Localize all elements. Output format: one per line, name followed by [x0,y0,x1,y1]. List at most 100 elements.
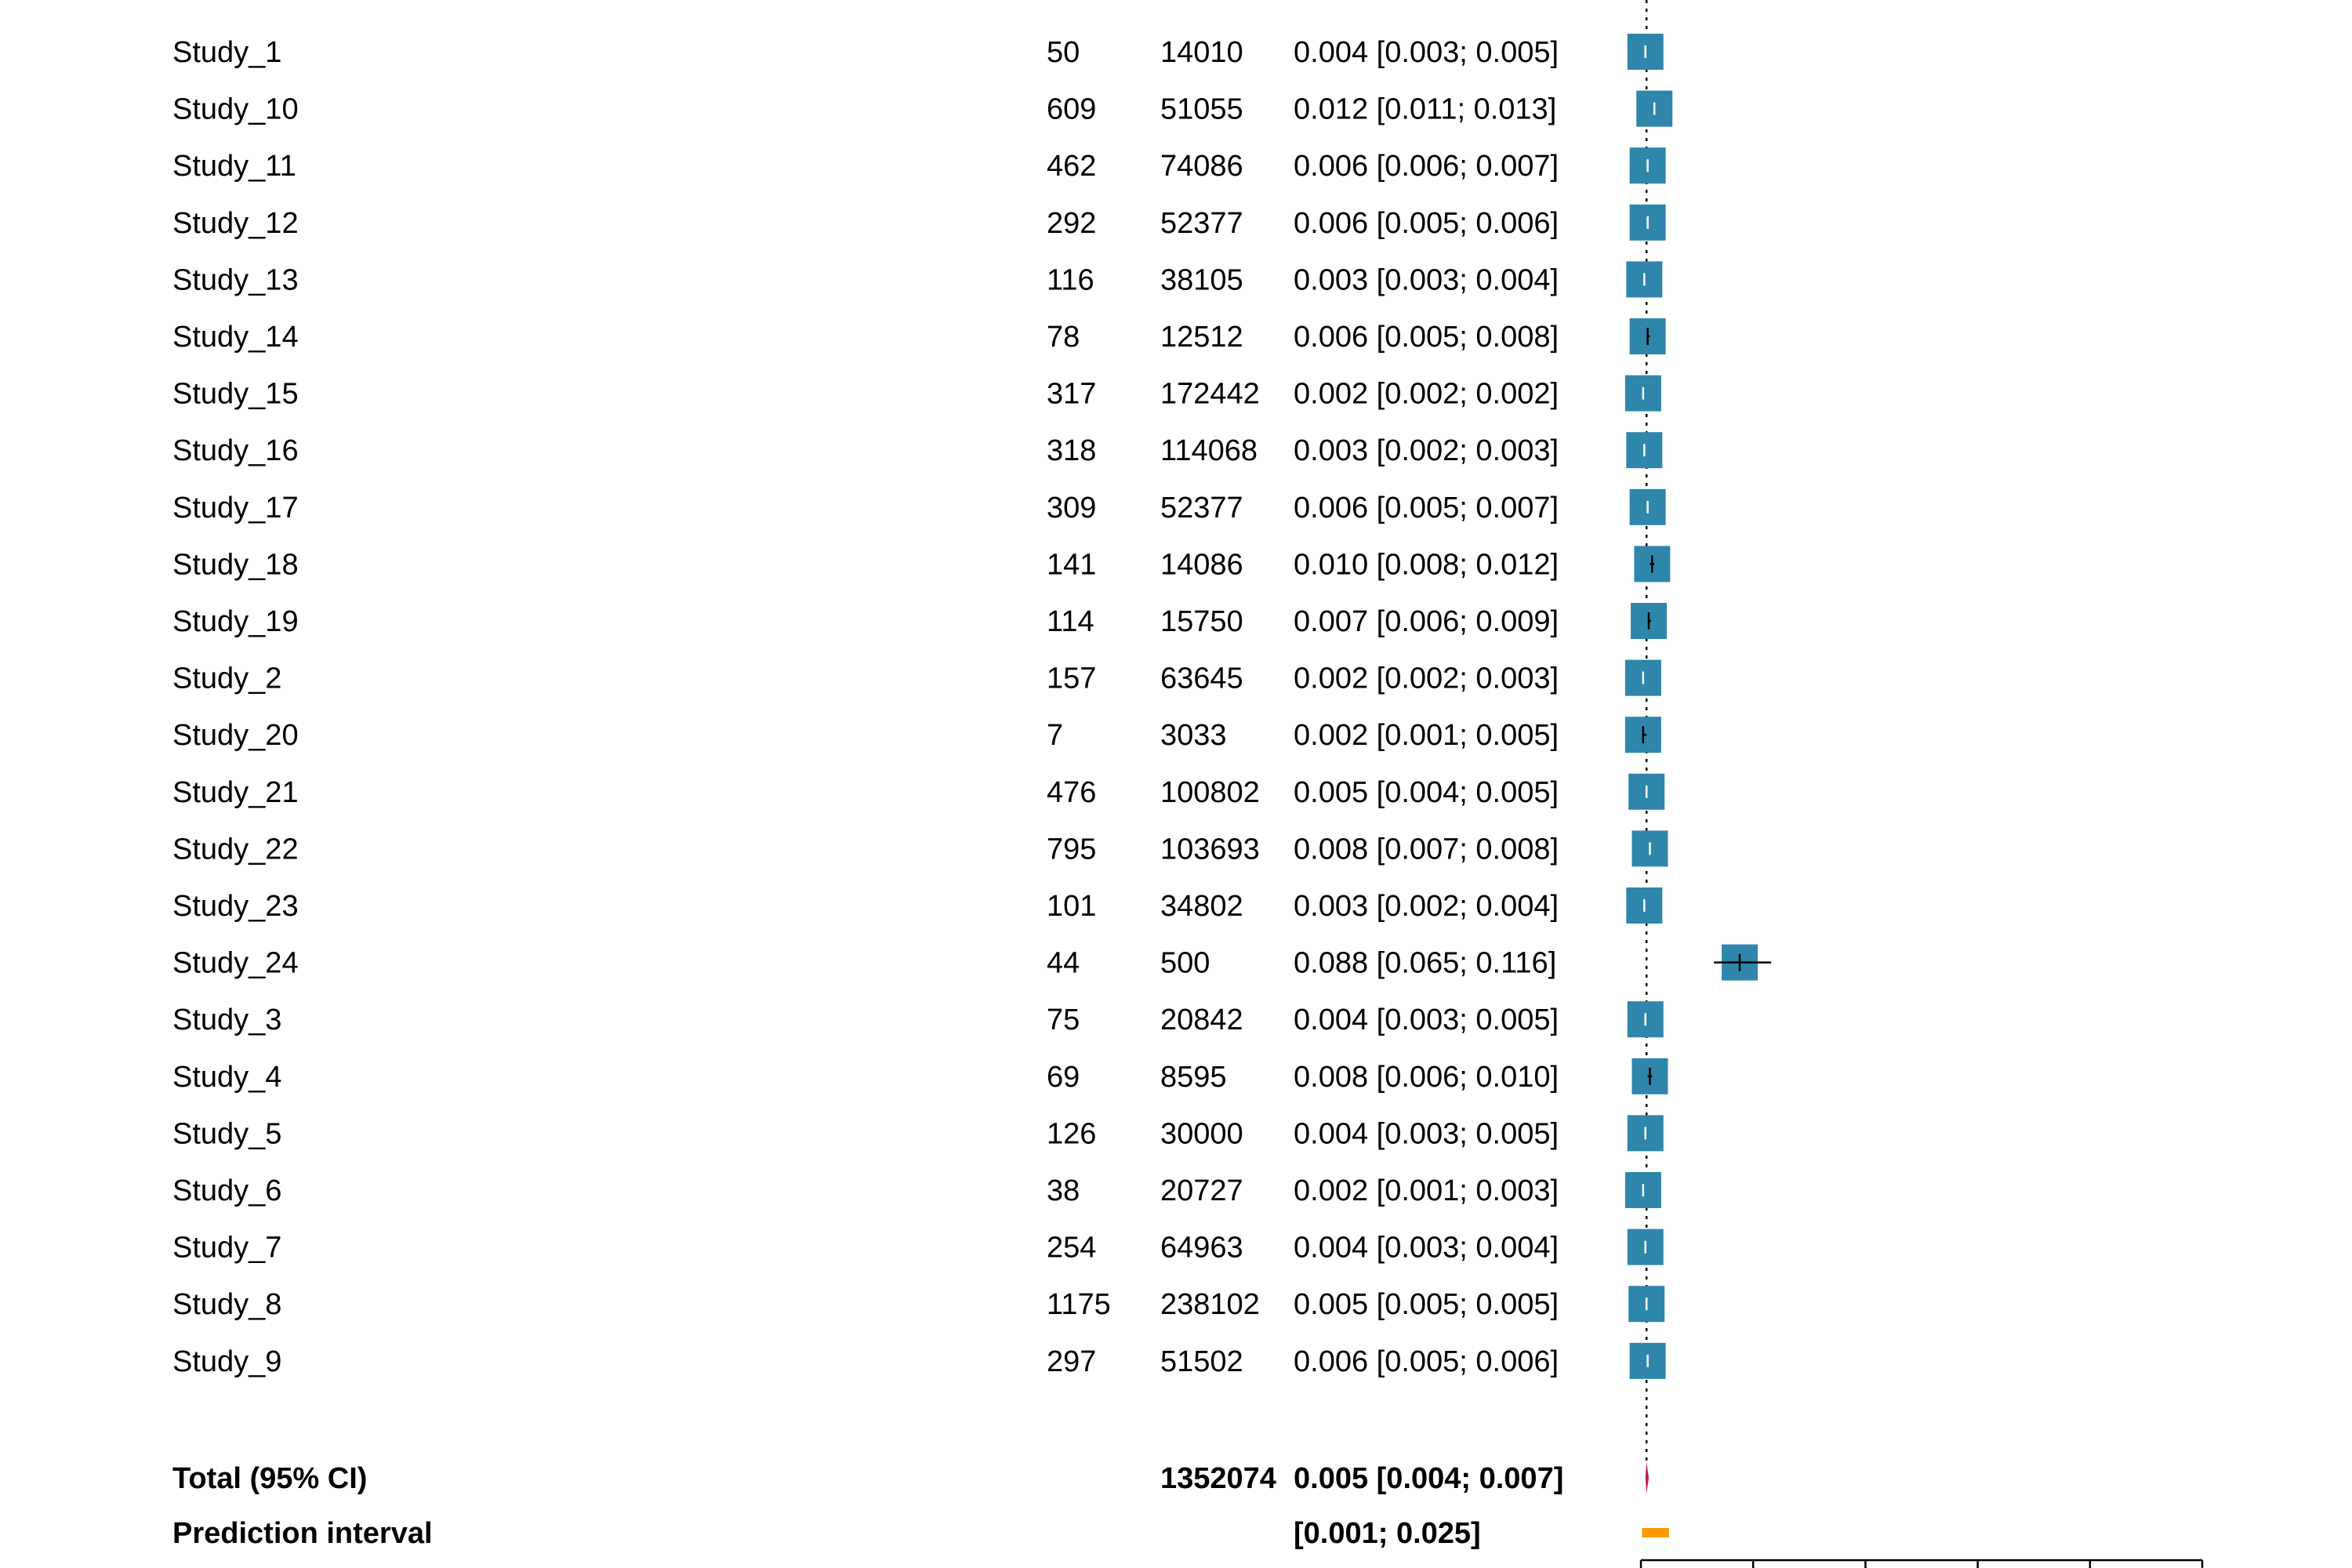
study-ci-text: 0.003 [0.002; 0.004] [1294,890,1559,923]
study-ci-text: 0.002 [0.002; 0.002] [1294,378,1559,411]
study-label: Study_2 [172,662,281,695]
study-total: 20842 [1160,1004,1243,1036]
total-label: Total (95% CI) [172,1462,367,1495]
study-total: 3033 [1160,719,1227,752]
study-events: 69 [1047,1061,1080,1094]
study-events: 254 [1047,1232,1096,1265]
prediction-interval-bar [1642,1528,1669,1537]
study-events: 157 [1047,662,1096,695]
study-total: 63645 [1160,662,1243,695]
study-events: 141 [1047,548,1096,581]
study-events: 318 [1047,434,1096,467]
study-total: 100802 [1160,776,1260,809]
study-events: 476 [1047,776,1096,809]
pooled-diamond [1645,1462,1650,1494]
study-label: Study_11 [172,150,296,183]
study-ci-text: 0.007 [0.006; 0.009] [1294,605,1559,638]
study-events: 116 [1047,263,1094,296]
study-total: 20727 [1160,1174,1243,1207]
study-ci-text: 0.004 [0.003; 0.004] [1294,1232,1559,1265]
study-label: Study_14 [172,321,299,354]
study-total: 30000 [1160,1117,1243,1150]
study-ci-text: 0.004 [0.003; 0.005] [1294,36,1559,69]
study-label-column: Study_1 Study_10 Study_11 Study_12 Study_13 S… [172,36,433,1550]
pooled-marks [1642,1462,1669,1537]
study-label: Study_10 [172,93,299,126]
study-events: 317 [1047,378,1096,411]
study-label: Study_8 [172,1288,281,1321]
study-label: Study_21 [172,776,299,809]
study-label: Study_5 [172,1117,281,1150]
study-ci-text: 0.006 [0.005; 0.008] [1294,321,1559,354]
study-ci-text: 0.004 [0.003; 0.005] [1294,1004,1559,1036]
total-column: 14010 51055 74086 52377 38105 12512 172442 1140… [1160,36,1276,1495]
study-total: 64963 [1160,1232,1243,1265]
study-events: 297 [1047,1345,1096,1378]
study-total: 103693 [1160,833,1260,866]
study-events: 44 [1047,947,1080,980]
study-total: 38105 [1160,263,1243,296]
study-label: Study_7 [172,1232,281,1265]
study-label: Study_1 [172,36,281,69]
study-label: Study_24 [172,947,299,980]
study-events: 38 [1047,1174,1080,1207]
study-events: 114 [1047,605,1094,638]
study-label: Study_16 [172,434,299,467]
study-label: Study_3 [172,1004,281,1036]
study-events: 292 [1047,207,1096,240]
study-events: 7 [1047,719,1063,752]
study-total: 74086 [1160,150,1243,183]
study-ci-text: 0.006 [0.005; 0.006] [1294,1345,1559,1378]
study-ci-text: 0.006 [0.005; 0.006] [1294,207,1559,240]
study-events: 1175 [1047,1288,1111,1321]
study-ci-text: 0.003 [0.002; 0.003] [1294,434,1559,467]
study-ci-text: 0.006 [0.006; 0.007] [1294,150,1559,183]
total-n: 1352074 [1160,1462,1276,1495]
study-total: 238102 [1160,1288,1260,1321]
study-total: 51502 [1160,1345,1243,1378]
study-ci-text: 0.002 [0.001; 0.005] [1294,719,1559,752]
study-total: 114068 [1160,434,1258,467]
total-ci-text: 0.005 [0.004; 0.007] [1294,1462,1563,1495]
study-events: 609 [1047,93,1096,126]
study-label: Study_12 [172,207,299,240]
estimate-ci-column: 0.004 [0.003; 0.005] 0.012 [0.011; 0.013]… [1294,36,1563,1550]
events-column: 50 609 462 292 116 78 317 318 309 141 114 157 7 476 79… [1047,36,1111,1378]
study-events: 101 [1047,890,1096,923]
x-axis [1639,1559,2204,1568]
prediction-label: Prediction interval [172,1517,433,1550]
study-events: 78 [1047,321,1080,354]
study-total: 15750 [1160,605,1243,638]
study-ci-text: 0.088 [0.065; 0.116] [1294,947,1556,980]
study-ci-text: 0.006 [0.005; 0.007] [1294,492,1559,524]
study-label: Study_9 [172,1345,281,1378]
study-total: 51055 [1160,93,1243,126]
study-total: 14010 [1160,36,1243,69]
study-events: 462 [1047,150,1096,183]
study-ci-text: 0.010 [0.008; 0.012] [1294,548,1559,581]
study-ci-text: 0.003 [0.003; 0.004] [1294,263,1559,296]
study-marks [1624,34,1772,1379]
study-ci-text: 0.008 [0.006; 0.010] [1294,1061,1559,1094]
study-ci-text: 0.012 [0.011; 0.013] [1294,93,1556,126]
study-events: 50 [1047,36,1080,69]
study-label: Study_4 [172,1061,281,1094]
study-total: 500 [1160,947,1210,980]
study-label: Study_18 [172,548,299,581]
study-total: 8595 [1160,1061,1227,1094]
study-total: 14086 [1160,548,1243,581]
study-label: Study_17 [172,492,299,524]
prediction-ci-text: [0.001; 0.025] [1294,1517,1481,1550]
study-total: 172442 [1160,378,1260,411]
study-label: Study_23 [172,890,299,923]
study-ci-text: 0.005 [0.004; 0.005] [1294,776,1559,809]
study-total: 52377 [1160,492,1243,524]
study-events: 75 [1047,1004,1080,1036]
study-ci-text: 0.008 [0.007; 0.008] [1294,833,1559,866]
study-ci-text: 0.005 [0.005; 0.005] [1294,1288,1559,1321]
study-label: Study_20 [172,719,299,752]
study-label: Study_15 [172,378,299,411]
study-events: 126 [1047,1117,1096,1150]
study-label: Study_19 [172,605,299,638]
